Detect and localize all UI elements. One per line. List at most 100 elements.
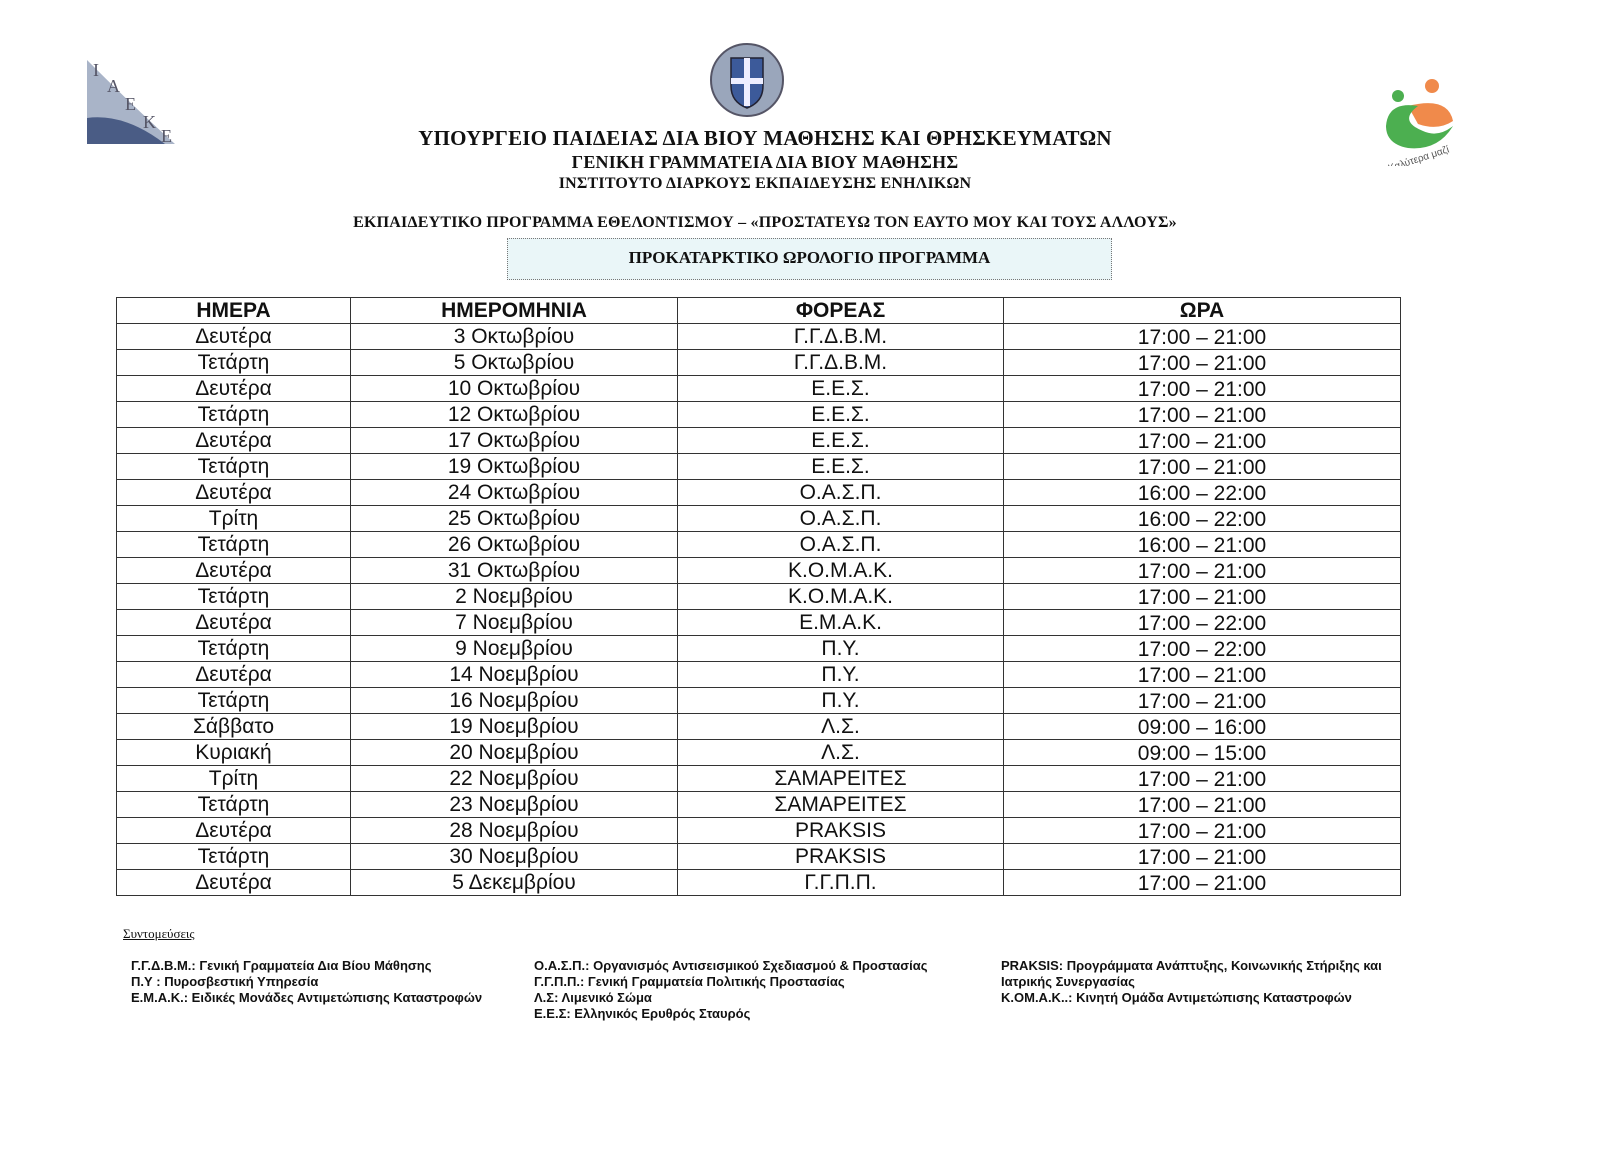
table-row: Δευτέρα 3 Οκτωβρίου Γ.Γ.Δ.Β.Μ. 17:00 – 21:0…	[116, 323, 1401, 350]
ministry-name: ΥΠΟΥΡΓΕΙΟ ΠΑΙΔΕΙΑΣ ΔΙΑ ΒΙΟΥ ΜΑΘΗΣΗΣ ΚΑΙ …	[418, 126, 1112, 150]
svg-text:Ι: Ι	[93, 60, 99, 80]
cell-date: 7 Νοεμβρίου	[350, 609, 678, 636]
cell-date: 3 Οκτωβρίου	[350, 323, 678, 350]
cell-date: 14 Νοεμβρίου	[350, 661, 678, 688]
cell-organization: PRAKSIS	[677, 817, 1004, 844]
cell-organization: Π.Υ.	[677, 661, 1004, 688]
cell-organization: Γ.Γ.Π.Π.	[677, 869, 1004, 896]
cell-day: Δευτέρα	[116, 661, 351, 688]
cell-organization: Γ.Γ.Δ.Β.Μ.	[677, 323, 1004, 350]
cell-time: 16:00 – 22:00	[1003, 479, 1401, 506]
cell-date: 19 Οκτωβρίου	[350, 453, 678, 480]
cell-time: 17:00 – 21:00	[1003, 687, 1401, 714]
table-row: Δευτέρα 14 Νοεμβρίου Π.Υ. 17:00 – 21:00	[116, 661, 1401, 688]
svg-text:Ε: Ε	[161, 126, 172, 146]
cell-organization: ΣΑΜΑΡΕΙΤΕΣ	[677, 791, 1004, 818]
cell-organization: PRAKSIS	[677, 843, 1004, 870]
table-row: Δευτέρα 24 Οκτωβρίου Ο.Α.Σ.Π. 16:00 – 22:00	[116, 479, 1401, 506]
abbreviation-item: PRAKSIS: Προγράμματα Ανάπτυξης, Κοινωνικ…	[1001, 958, 1382, 973]
cell-time: 17:00 – 21:00	[1003, 791, 1401, 818]
cell-organization: Λ.Σ.	[677, 739, 1004, 766]
svg-text:Κ: Κ	[143, 112, 156, 132]
cell-time: 17:00 – 21:00	[1003, 583, 1401, 610]
cell-date: 30 Νοεμβρίου	[350, 843, 678, 870]
cell-date: 26 Οκτωβρίου	[350, 531, 678, 558]
cell-day: Τετάρτη	[116, 791, 351, 818]
table-row: Τετάρτη 5 Οκτωβρίου Γ.Γ.Δ.Β.Μ. 17:00 – 21:0…	[116, 349, 1401, 376]
column-header-day: ΗΜΕΡΑ	[116, 297, 351, 324]
cell-day: Κυριακή	[116, 739, 351, 766]
program-name: ΕΚΠΑΙΔΕΥΤΙΚΟ ΠΡΟΓΡΑΜΜΑ ΕΘΕΛΟΝΤΙΣΜΟΥ – «Π…	[353, 214, 1177, 231]
abbreviation-item: Γ.Γ.Π.Π.: Γενική Γραμματεία Πολιτικής Πρ…	[534, 974, 845, 989]
cell-date: 20 Νοεμβρίου	[350, 739, 678, 766]
abbreviation-item: Ο.Α.Σ.Π.: Οργανισμός Αντισεισμικού Σχεδι…	[534, 958, 928, 973]
cell-day: Δευτέρα	[116, 557, 351, 584]
cell-organization: Κ.Ο.Μ.Α.Κ.	[677, 583, 1004, 610]
cell-day: Δευτέρα	[116, 323, 351, 350]
table-row: Δευτέρα 5 Δεκεμβρίου Γ.Γ.Π.Π. 17:00 – 21:00	[116, 869, 1401, 896]
cell-time: 17:00 – 21:00	[1003, 557, 1401, 584]
cell-date: 5 Οκτωβρίου	[350, 349, 678, 376]
cell-time: 17:00 – 21:00	[1003, 453, 1401, 480]
table-row: Σάββατο 19 Νοεμβρίου Λ.Σ. 09:00 – 16:00	[116, 713, 1401, 740]
cell-day: Τετάρτη	[116, 843, 351, 870]
table-row: Τετάρτη 26 Οκτωβρίου Ο.Α.Σ.Π. 16:00 – 21:00	[116, 531, 1401, 558]
cell-date: 25 Οκτωβρίου	[350, 505, 678, 532]
cell-day: Τετάρτη	[116, 349, 351, 376]
abbreviation-item: Ε.Ε.Σ: Ελληνικός Ερυθρός Σταυρός	[534, 1006, 751, 1021]
cell-organization: Κ.Ο.Μ.Α.Κ.	[677, 557, 1004, 584]
cell-organization: Γ.Γ.Δ.Β.Μ.	[677, 349, 1004, 376]
cell-time: 17:00 – 22:00	[1003, 635, 1401, 662]
cell-day: Τετάρτη	[116, 453, 351, 480]
cell-day: Δευτέρα	[116, 375, 351, 402]
table-row: Τετάρτη 12 Οκτωβρίου Ε.Ε.Σ. 17:00 – 21:00	[116, 401, 1401, 428]
table-row: Τρίτη 25 Οκτωβρίου Ο.Α.Σ.Π. 16:00 – 22:00	[116, 505, 1401, 532]
cell-organization: Ε.Ε.Σ.	[677, 453, 1004, 480]
cell-time: 17:00 – 21:00	[1003, 765, 1401, 792]
kalytera-mazi-logo: Καλύτερα μαζί	[1386, 79, 1453, 166]
cell-date: 5 Δεκεμβρίου	[350, 869, 678, 896]
cell-day: Δευτέρα	[116, 479, 351, 506]
table-header-row: ΗΜΕΡΑ ΗΜΕΡΟΜΗΝΙΑ ΦΟΡΕΑΣ ΩΡΑ	[116, 297, 1401, 324]
svg-text:Α: Α	[107, 76, 120, 96]
table-row: Τετάρτη 16 Νοεμβρίου Π.Υ. 17:00 – 21:00	[116, 687, 1401, 714]
table-row: Δευτέρα 17 Οκτωβρίου Ε.Ε.Σ. 17:00 – 21:00	[116, 427, 1401, 454]
cell-day: Τετάρτη	[116, 687, 351, 714]
abbreviations-col-3: PRAKSIS: Προγράμματα Ανάπτυξης, Κοινωνικ…	[1001, 958, 1382, 1006]
abbreviation-item: Ιατρικής Συνεργασίας	[1001, 974, 1135, 989]
cell-date: 9 Νοεμβρίου	[350, 635, 678, 662]
cell-time: 17:00 – 21:00	[1003, 661, 1401, 688]
abbreviations-title: Συντομεύσεις	[123, 926, 195, 941]
cell-organization: Ο.Α.Σ.Π.	[677, 479, 1004, 506]
cell-day: Δευτέρα	[116, 427, 351, 454]
abbreviations-col-1: Γ.Γ.Δ.Β.Μ.: Γενική Γραμματεία Δια Βίου Μ…	[131, 958, 482, 1006]
cell-date: 12 Οκτωβρίου	[350, 401, 678, 428]
cell-time: 09:00 – 16:00	[1003, 713, 1401, 740]
cell-date: 2 Νοεμβρίου	[350, 583, 678, 610]
cell-day: Τρίτη	[116, 505, 351, 532]
cell-organization: Ο.Α.Σ.Π.	[677, 531, 1004, 558]
cell-date: 28 Νοεμβρίου	[350, 817, 678, 844]
cell-day: Σάββατο	[116, 713, 351, 740]
cell-time: 17:00 – 21:00	[1003, 401, 1401, 428]
cell-time: 17:00 – 21:00	[1003, 323, 1401, 350]
cell-date: 24 Οκτωβρίου	[350, 479, 678, 506]
cell-day: Δευτέρα	[116, 869, 351, 896]
cell-time: 17:00 – 21:00	[1003, 817, 1401, 844]
cell-day: Τρίτη	[116, 765, 351, 792]
cell-organization: Ο.Α.Σ.Π.	[677, 505, 1004, 532]
abbreviation-item: Γ.Γ.Δ.Β.Μ.: Γενική Γραμματεία Δια Βίου Μ…	[131, 958, 432, 973]
table-row: Δευτέρα 10 Οκτωβρίου Ε.Ε.Σ. 17:00 – 21:00	[116, 375, 1401, 402]
cell-time: 09:00 – 15:00	[1003, 739, 1401, 766]
cell-time: 17:00 – 21:00	[1003, 349, 1401, 376]
greek-coat-of-arms-seal	[710, 43, 784, 117]
iaeke-logo: Ι Α Ε Κ Ε	[87, 60, 175, 146]
table-row: Κυριακή 20 Νοεμβρίου Λ.Σ. 09:00 – 15:00	[116, 739, 1401, 766]
cell-organization: ΣΑΜΑΡΕΙΤΕΣ	[677, 765, 1004, 792]
cell-day: Τετάρτη	[116, 635, 351, 662]
cell-date: 19 Νοεμβρίου	[350, 713, 678, 740]
abbreviation-item: Λ.Σ: Λιμενικό Σώμα	[534, 990, 652, 1005]
table-row: Δευτέρα 28 Νοεμβρίου PRAKSIS 17:00 – 21:00	[116, 817, 1401, 844]
cell-date: 17 Οκτωβρίου	[350, 427, 678, 454]
cell-time: 16:00 – 21:00	[1003, 531, 1401, 558]
